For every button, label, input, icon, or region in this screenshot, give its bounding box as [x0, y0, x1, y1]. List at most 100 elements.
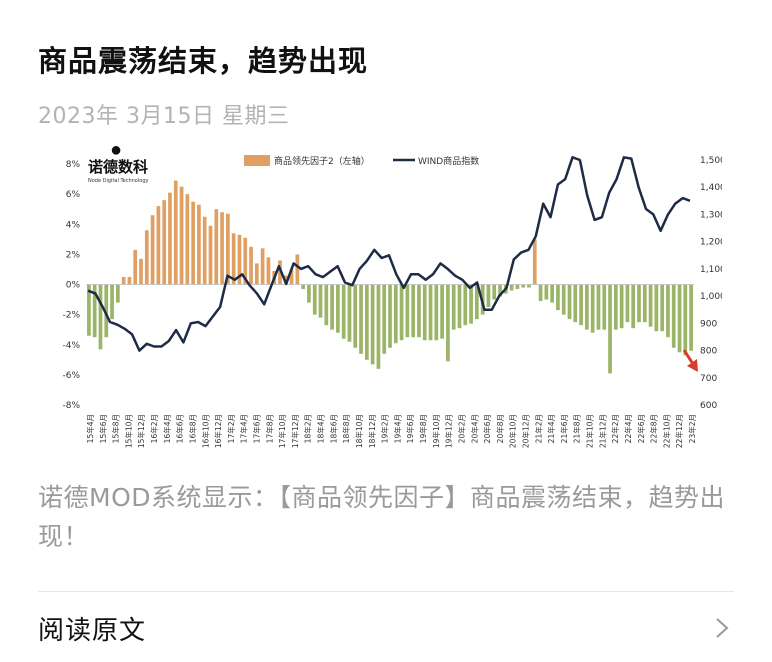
bar	[220, 212, 224, 285]
bar	[359, 284, 363, 354]
x-axis-tick: 17年12月	[290, 414, 300, 448]
chevron-right-icon	[710, 616, 734, 640]
read-original-button[interactable]: 阅读原文	[38, 603, 734, 653]
right-axis-tick: 700	[700, 374, 717, 384]
bar	[347, 284, 352, 342]
bar	[498, 284, 502, 297]
x-axis-tick: 17年10月	[277, 414, 287, 448]
right-axis-tick: 1,200	[700, 238, 722, 248]
x-axis-tick: 18年10月	[354, 414, 364, 448]
bar	[428, 284, 433, 341]
bar	[689, 284, 693, 351]
bar	[208, 225, 213, 285]
x-axis-tick: 18年2月	[303, 414, 313, 443]
bar	[631, 284, 636, 329]
bar	[666, 284, 670, 338]
bar	[133, 249, 138, 285]
bar	[625, 284, 630, 323]
right-axis-tick: 1,300	[700, 210, 722, 220]
bar	[168, 192, 172, 285]
bar	[266, 257, 271, 285]
article-title: 商品震荡结束，趋势出现	[38, 44, 369, 78]
bar	[139, 258, 143, 285]
bar	[585, 284, 589, 330]
left-axis-tick: 8%	[66, 160, 81, 170]
company-logo: ● 诺德数科 Node Digital Technology	[88, 140, 148, 184]
bar	[104, 284, 109, 338]
right-axis-tick: 600	[700, 401, 717, 411]
bar	[561, 284, 566, 315]
bar	[370, 284, 375, 365]
x-axis-tick: 19年12月	[444, 414, 454, 448]
bar	[191, 201, 195, 285]
x-axis-tick: 15年6月	[98, 414, 108, 443]
x-axis-tick: 22年6月	[636, 414, 646, 443]
left-axis-tick: -8%	[62, 401, 80, 411]
bar	[87, 284, 91, 336]
combo-chart: ● 诺德数科 Node Digital Technology 商品领先因子2（左…	[62, 140, 722, 448]
right-axis-tick: 900	[700, 319, 717, 329]
bar	[289, 269, 294, 285]
bar	[173, 180, 178, 285]
chart-legend: 商品领先因子2（左轴） WIND商品指数	[244, 155, 479, 167]
bar	[556, 284, 560, 311]
bar	[683, 284, 688, 356]
bar	[573, 284, 578, 323]
bar	[492, 284, 497, 300]
bar	[260, 248, 265, 285]
bar	[619, 284, 624, 329]
x-axis-tick: 21年4月	[546, 414, 556, 443]
x-axis-tick: 16年10月	[200, 414, 210, 448]
bar	[144, 230, 149, 285]
bar	[237, 234, 242, 285]
x-axis-tick: 21年6月	[559, 414, 569, 443]
bar	[422, 284, 427, 341]
x-axis-tick: 18年12月	[367, 414, 377, 448]
bar	[179, 186, 184, 285]
x-axis-tick: 16年6月	[175, 414, 185, 443]
logo-subtitle: Node Digital Technology	[88, 178, 148, 184]
x-axis-tick: 15年12月	[136, 414, 146, 448]
x-axis-tick: 20年6月	[482, 414, 492, 443]
bar	[388, 284, 392, 348]
x-axis-tick: 18年8月	[341, 414, 351, 443]
bar	[330, 284, 334, 330]
down-arrow-icon	[682, 349, 698, 372]
bar	[92, 284, 97, 338]
bar	[538, 284, 543, 302]
x-axis-tick: 19年2月	[380, 414, 390, 443]
left-axis: 8% 6% 4% 2% 0% -2% -4% -6% -8%	[62, 160, 80, 411]
bar	[226, 213, 230, 285]
left-axis-tick: 4%	[66, 220, 81, 230]
x-axis-tick: 21年2月	[533, 414, 543, 443]
right-axis-tick: 800	[700, 347, 717, 357]
x-axis-tick: 20年4月	[469, 414, 479, 443]
bar	[249, 246, 253, 285]
bar	[654, 284, 659, 332]
bar	[590, 284, 595, 333]
x-axis: 15年4月 15年6月 15年8月 15年10月 15年12月 16年2月 16年4月 16年…	[85, 414, 697, 448]
bar	[596, 284, 601, 330]
left-axis-tick: 0%	[66, 281, 81, 291]
bar	[463, 284, 468, 326]
legend-label-bars: 商品领先因子2（左轴）	[274, 155, 370, 167]
x-axis-tick: 17年4月	[239, 414, 249, 443]
bar	[162, 200, 167, 285]
bar	[156, 206, 161, 285]
bar	[341, 284, 346, 339]
x-axis-tick: 16年8月	[188, 414, 198, 443]
bar	[110, 284, 114, 320]
legend-swatch-bars	[244, 155, 270, 166]
x-axis-tick: 19年6月	[405, 414, 415, 443]
left-axis-tick: -6%	[62, 371, 80, 381]
bar	[677, 284, 682, 353]
x-axis-tick: 22年2月	[610, 414, 620, 443]
bar	[382, 284, 387, 354]
bar	[202, 216, 207, 285]
bar	[434, 284, 439, 341]
bar	[642, 284, 647, 323]
bar	[567, 284, 572, 320]
bar	[417, 284, 421, 338]
x-axis-tick: 15年10月	[123, 414, 133, 448]
bar	[393, 284, 398, 344]
